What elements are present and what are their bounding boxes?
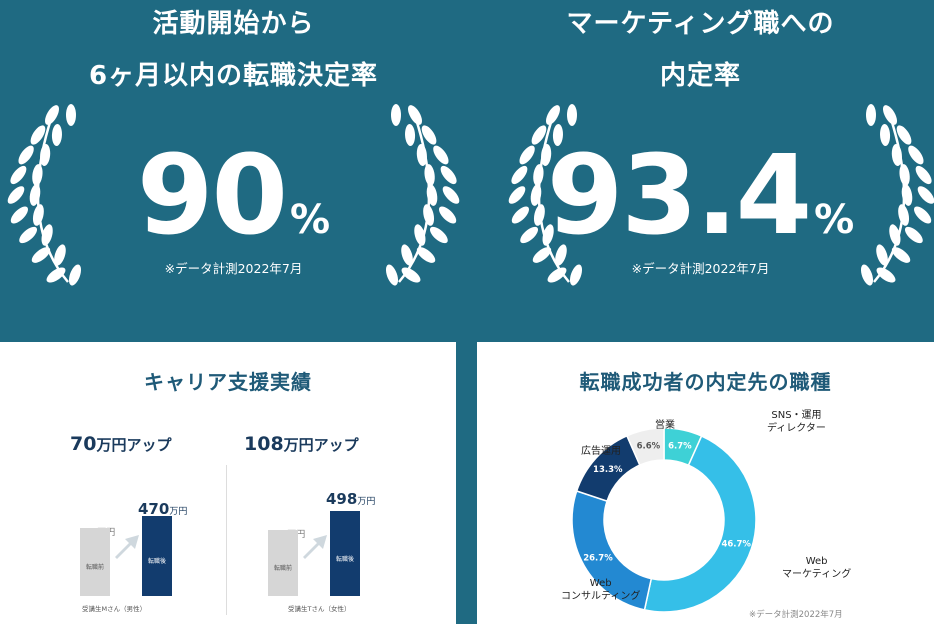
case1-before-label: 転職前 [85,564,104,571]
stat-number: 93.4 [546,131,812,259]
stat-value: 93.4% [467,140,934,250]
stat-number: 90 [136,131,288,259]
stat-unit: % [814,197,855,243]
job-types-donut-chart: 6.7% 46.7% 26.7% 13.3% 6.6% [571,427,757,613]
stat-note: ※データ計測2022年7月 [164,261,303,276]
stat-title-line2: 内定率 [659,61,741,91]
slice-sales [625,427,665,467]
case1-after-value: 470万円 [138,500,188,518]
case2-after-bar: 転職後 [330,511,360,596]
case2-person: 受講生Tさん（女性） [288,605,351,613]
case1-headline-unit: 万円アップ [96,436,172,454]
career-divider [226,465,227,615]
stat-note: ※データ計測2022年7月 [631,261,770,276]
stat-value: 90% [0,140,467,250]
slice-sns-value-label: 6.7% [668,442,692,452]
category-label-sns: SNS・運用 ディレクター [767,410,826,434]
case1-person: 受講生Mさん（男性） [82,605,147,613]
laurel-left-icon [508,104,583,286]
case2-headline: 108万円アップ [244,433,359,455]
case2-headline-number: 108 [244,433,284,455]
case2-after-label: 転職後 [335,555,354,563]
laurel-right-icon [860,104,934,286]
job-types-card: 転職成功者の内定先の職種 6.7% 46.7% 26.7% 13.3% 6.6% SNS… [477,342,934,624]
case1-after-bar: 転職後 [142,516,172,596]
increase-arrow-icon [115,535,139,559]
stat-title-line2: 6ヶ月以内の転職決定率 [88,61,379,91]
category-label-ad-ops: 広告運用 [581,446,621,457]
case1-headline: 70万円アップ [70,433,171,455]
category-label-sales: 営業 [655,420,675,431]
laurel-left-icon [7,104,82,286]
slice-web-marketing [643,435,757,613]
case2-before-label: 転職前 [273,564,292,572]
stat-panel-transfer-rate: 活動開始から 6ヶ月以内の転職決定率 90% ※データ計測2022年7月 [0,0,467,340]
case1-after-label: 転職後 [147,558,166,566]
case2-after-value: 498万円 [326,490,376,508]
case2-before-bar: 転職前 [268,529,298,596]
category-label-web-marketing: Web マーケティング [782,556,852,580]
job-types-title: 転職成功者の内定先の職種 [579,370,832,394]
career-card-title: キャリア支援実績 [144,370,312,394]
stat-title-line1: 活動開始から [152,9,315,39]
slice-web-consulting-value-label: 26.7% [583,554,613,564]
slice-ad-ops-value-label: 13.3% [593,465,623,475]
increase-arrow-icon [303,535,327,559]
job-types-note: ※データ計測2022年7月 [749,610,843,620]
case1-before-bar: 転職前 [80,528,110,596]
stat-unit: % [290,197,331,243]
stat-panel-marketing-rate: マーケティング職への 内定率 93.4% ※データ計測2022年7月 [467,0,934,340]
slice-sales-value-label: 6.6% [637,442,661,452]
laurel-right-icon [385,104,460,286]
career-card: キャリア支援実績 [0,342,456,624]
stat-title-line1: マーケティング職への [566,9,835,39]
slice-web-marketing-value-label: 46.7% [721,540,751,550]
case2-headline-unit: 万円アップ [283,436,359,454]
case1-headline-number: 70 [70,433,97,455]
category-label-web-consulting: Web コンサルティング [561,578,641,602]
